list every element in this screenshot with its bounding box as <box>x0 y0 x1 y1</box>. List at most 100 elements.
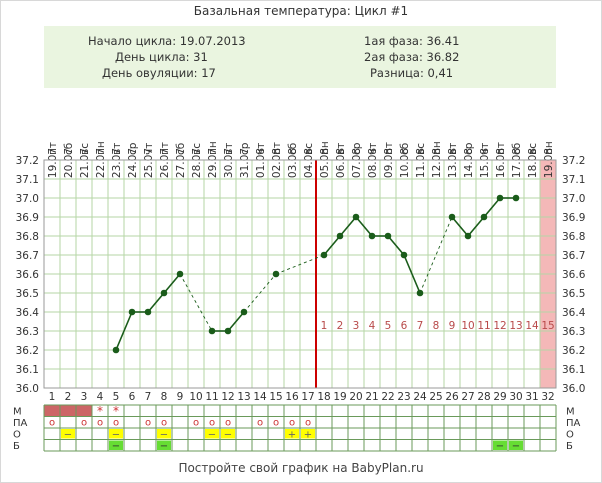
date-label: 30.07 <box>223 148 235 178</box>
date-label: 11.08 <box>415 148 427 178</box>
weekday-label: чт <box>255 143 267 155</box>
date-label: 04.08 <box>303 148 315 178</box>
y-tick-label-right: 37.0 <box>562 193 585 205</box>
y-tick-label-left: 36.9 <box>16 212 39 224</box>
date-label: 29.07 <box>207 148 219 178</box>
cycle-info-panel: Начало цикла: 19.07.2013 День цикла: 31 … <box>44 26 556 88</box>
minus-mark: − <box>208 430 216 441</box>
weekday-label: вс <box>303 143 315 155</box>
y-tick-label-right: 37.2 <box>562 155 585 167</box>
day-number-label: 12 <box>221 391 234 403</box>
y-tick-label-left: 36.5 <box>16 288 39 300</box>
day-number-label: 18 <box>317 391 330 403</box>
date-label: 19.08 <box>543 148 555 178</box>
plus-mark: + <box>304 430 312 441</box>
weekday-label: ср <box>127 142 139 155</box>
temperature-point <box>128 308 136 316</box>
temperature-point <box>464 232 472 240</box>
circle-mark: o <box>113 418 119 429</box>
date-label: 28.07 <box>191 148 203 178</box>
day-number-label: 14 <box>253 391 267 403</box>
plot-border <box>43 159 557 389</box>
circle-mark: o <box>257 418 263 429</box>
luteal-phase-number: 9 <box>449 320 456 332</box>
day-number-label: 21 <box>365 391 378 403</box>
weekday-label: вт <box>223 143 235 155</box>
circle-mark: o <box>161 418 167 429</box>
green-cell <box>157 440 171 450</box>
minus-mark: − <box>512 441 520 452</box>
temperature-segment <box>355 216 373 237</box>
temperature-segment <box>227 311 245 332</box>
y-tick-label-right: 36.0 <box>562 383 585 395</box>
temperature-point <box>336 232 344 240</box>
day-number-label: 16 <box>285 391 299 403</box>
footer-link[interactable]: Постройте свой график на BabyPlan.ru <box>178 461 424 475</box>
day-number-label: 8 <box>161 391 168 403</box>
circle-mark: o <box>209 418 215 429</box>
luteal-phase-number: 14 <box>525 320 539 332</box>
day-number-label: 30 <box>509 391 522 403</box>
luteal-phase-number: 7 <box>417 320 424 332</box>
day-number-label: 23 <box>397 391 410 403</box>
date-label: 22.07 <box>95 148 107 178</box>
temperature-segment <box>467 216 485 237</box>
temperature-gap-segment <box>419 216 453 294</box>
day-number-label: 3 <box>81 391 88 403</box>
date-label: 12.08 <box>431 148 443 178</box>
temperature-segment <box>483 197 501 218</box>
weekday-label: вт <box>447 143 459 155</box>
day-number-label: 28 <box>477 391 490 403</box>
row-label-left: Б <box>13 441 20 452</box>
temperature-point <box>160 289 168 297</box>
circle-mark: o <box>49 418 55 429</box>
luteal-phase-number: 2 <box>337 320 344 332</box>
yellow-cell <box>285 429 299 439</box>
yellow-cell <box>221 429 235 439</box>
temperature-point <box>112 346 120 354</box>
y-tick-label-left: 36.4 <box>16 307 40 319</box>
row-label-right: О <box>566 430 574 441</box>
weekday-label: сб <box>287 143 299 155</box>
weekday-label: пт <box>383 142 395 155</box>
y-tick-label-right: 36.1 <box>562 364 585 376</box>
period-cell <box>60 405 76 417</box>
weekday-label: пт <box>495 142 507 155</box>
date-label: 14.08 <box>463 148 475 178</box>
date-label: 20.07 <box>63 148 75 178</box>
weekday-label: вт <box>335 143 347 155</box>
day-number-label: 24 <box>413 391 427 403</box>
y-tick-label-right: 36.8 <box>562 231 585 243</box>
temperature-point <box>272 270 280 278</box>
temperature-point <box>496 194 504 202</box>
day-number-label: 19 <box>333 391 346 403</box>
day-number-label: 29 <box>493 391 506 403</box>
circle-mark: o <box>273 418 279 429</box>
weekday-label: сб <box>63 143 75 155</box>
yellow-cell <box>109 429 123 439</box>
luteal-phase-number: 15 <box>541 320 554 332</box>
row-label-right: ПА <box>566 418 581 429</box>
date-label: 06.08 <box>335 148 347 178</box>
temperature-segment <box>115 311 133 351</box>
date-label: 09.08 <box>383 148 395 178</box>
date-label: 05.08 <box>319 148 331 178</box>
chart-title: Базальная температура: Цикл #1 <box>193 4 409 18</box>
green-cell <box>493 440 507 450</box>
weekday-label: пн <box>95 141 107 155</box>
weekday-label: вс <box>79 143 91 155</box>
y-tick-label-left: 37.1 <box>16 174 39 186</box>
weekday-label: сб <box>175 143 187 155</box>
date-label: 26.07 <box>159 148 171 178</box>
y-tick-label-right: 36.4 <box>562 307 586 319</box>
star-mark: * <box>113 404 119 418</box>
y-tick-label-right: 36.3 <box>562 326 585 338</box>
day-number-label: 15 <box>269 391 282 403</box>
y-tick-label-left: 36.2 <box>16 345 39 357</box>
day-number-label: 20 <box>349 391 362 403</box>
date-label: 19.07 <box>47 148 59 178</box>
cycle-day-text: День цикла: 31 <box>115 50 208 64</box>
y-tick-label-right: 37.1 <box>562 174 585 186</box>
y-tick-label-left: 36.3 <box>16 326 39 338</box>
weekday-label: пт <box>47 142 59 155</box>
